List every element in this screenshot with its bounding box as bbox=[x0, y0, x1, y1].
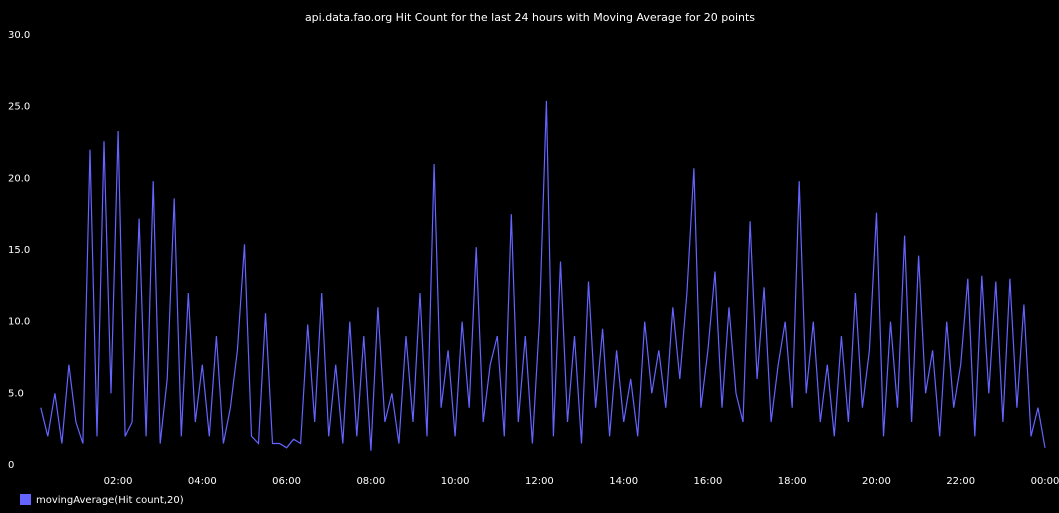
y-tick-label: 15.0 bbox=[8, 245, 30, 256]
x-tick-label: 08:00 bbox=[356, 476, 385, 487]
data-line bbox=[40, 100, 1046, 451]
legend-label: movingAverage(Hit count,20) bbox=[36, 495, 184, 506]
y-tick-label: 25.0 bbox=[8, 102, 30, 113]
x-tick-label: 16:00 bbox=[694, 476, 723, 487]
x-tick-label: 02:00 bbox=[104, 476, 133, 487]
y-tick-label: 30.0 bbox=[8, 30, 30, 41]
legend-swatch bbox=[20, 494, 31, 505]
x-tick-label: 00:00 bbox=[1031, 476, 1059, 487]
x-tick-label: 06:00 bbox=[272, 476, 301, 487]
x-tick-label: 14:00 bbox=[609, 476, 638, 487]
x-tick-label: 04:00 bbox=[188, 476, 217, 487]
x-tick-label: 20:00 bbox=[862, 476, 891, 487]
y-tick-label: 10.0 bbox=[8, 317, 30, 328]
x-tick-label: 18:00 bbox=[778, 476, 807, 487]
y-tick-label: 20.0 bbox=[8, 173, 30, 184]
y-tick-label: 0 bbox=[8, 460, 14, 471]
x-tick-label: 12:00 bbox=[525, 476, 554, 487]
y-tick-label: 5.0 bbox=[8, 388, 24, 399]
x-tick-label: 22:00 bbox=[946, 476, 975, 487]
x-tick-label: 10:00 bbox=[441, 476, 470, 487]
chart-title: api.data.fao.org Hit Count for the last … bbox=[305, 11, 755, 24]
